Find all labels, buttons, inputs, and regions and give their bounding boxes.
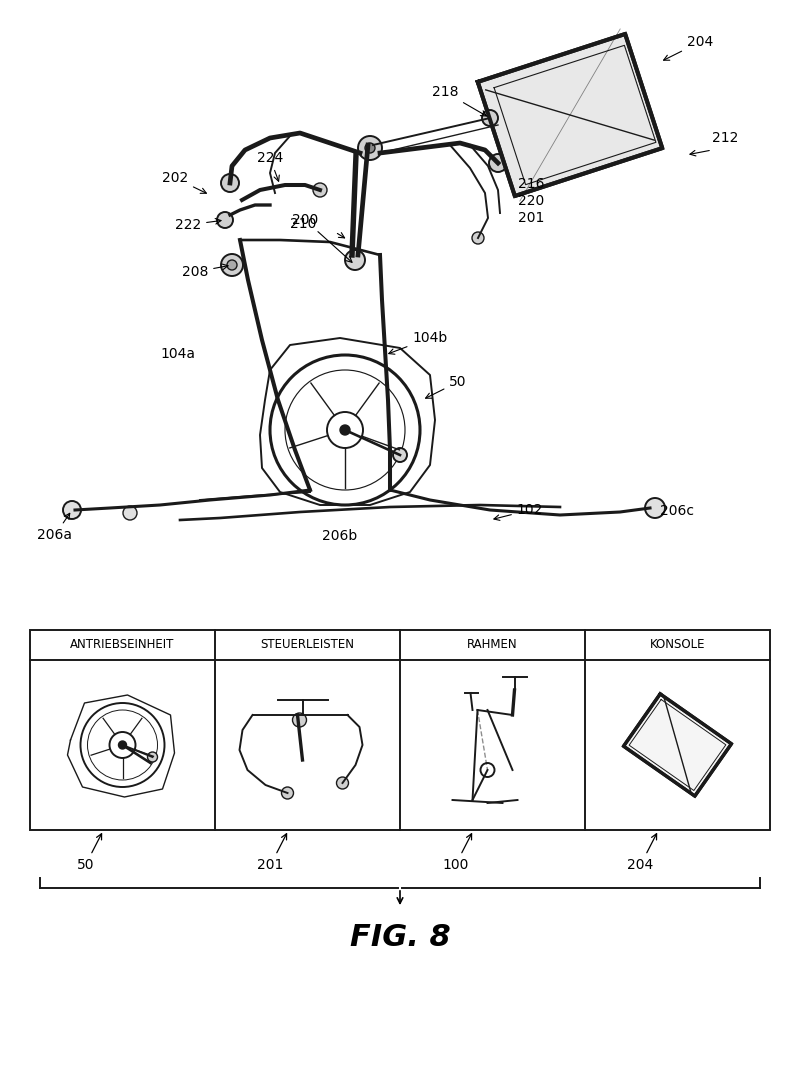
Text: 206a: 206a (38, 513, 73, 542)
Text: 208: 208 (182, 264, 228, 279)
Circle shape (645, 498, 665, 518)
Circle shape (63, 500, 81, 519)
Text: 206c: 206c (660, 504, 694, 518)
Circle shape (393, 448, 407, 462)
Text: 206b: 206b (322, 529, 358, 543)
Text: 100: 100 (442, 833, 471, 872)
Circle shape (340, 425, 350, 435)
Text: 222: 222 (175, 218, 221, 232)
Circle shape (313, 183, 327, 197)
Circle shape (118, 741, 126, 749)
Circle shape (358, 136, 382, 160)
Circle shape (337, 777, 349, 789)
Circle shape (489, 154, 507, 172)
Text: 50: 50 (77, 833, 102, 872)
Circle shape (221, 253, 243, 276)
Text: KONSOLE: KONSOLE (650, 639, 706, 652)
Text: 104b: 104b (389, 331, 448, 354)
Circle shape (282, 787, 294, 799)
Text: 210: 210 (290, 217, 316, 231)
Text: FIG. 8: FIG. 8 (350, 924, 450, 953)
Text: 216: 216 (518, 177, 545, 191)
Polygon shape (623, 694, 731, 796)
Text: 201: 201 (258, 833, 286, 872)
Circle shape (472, 232, 484, 244)
Text: 202: 202 (162, 171, 206, 193)
Text: RAHMEN: RAHMEN (467, 639, 518, 652)
Text: 200: 200 (292, 213, 352, 262)
Text: 102: 102 (494, 503, 543, 521)
Text: 104a: 104a (160, 347, 195, 361)
Text: 204: 204 (627, 833, 657, 872)
Polygon shape (478, 34, 662, 197)
Text: 212: 212 (712, 131, 738, 145)
Text: 224: 224 (257, 151, 283, 182)
Circle shape (365, 143, 375, 153)
Text: 218: 218 (432, 85, 486, 116)
Circle shape (147, 752, 158, 761)
Text: 50: 50 (426, 375, 466, 398)
Circle shape (345, 250, 365, 270)
Text: ANTRIEBSEINHEIT: ANTRIEBSEINHEIT (70, 639, 174, 652)
Circle shape (123, 506, 137, 520)
Circle shape (227, 260, 237, 270)
Circle shape (482, 110, 498, 126)
Text: 204: 204 (663, 35, 713, 60)
Text: STEUERLEISTEN: STEUERLEISTEN (261, 639, 354, 652)
Bar (30, 630, 770, 830)
Circle shape (293, 713, 306, 727)
Circle shape (217, 212, 233, 228)
Circle shape (221, 174, 239, 192)
Text: 220: 220 (518, 194, 544, 208)
Text: 201: 201 (518, 211, 544, 224)
